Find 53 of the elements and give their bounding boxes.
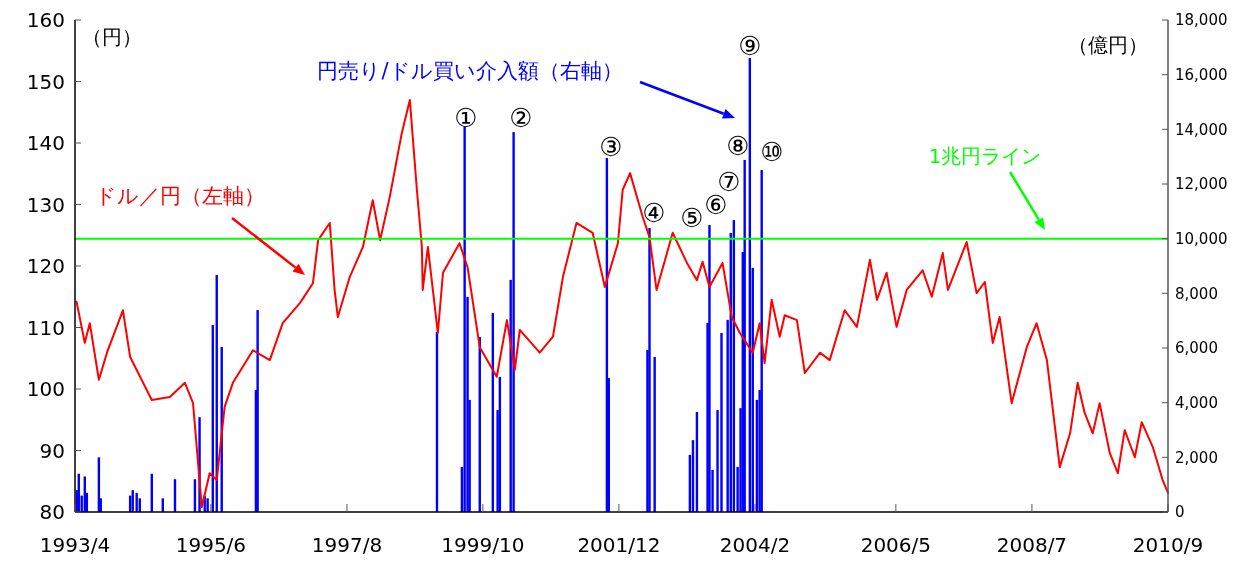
y2-tick-label: 6,000 [1175, 339, 1218, 358]
y2-tick-label: 2,000 [1175, 448, 1218, 467]
bar [135, 492, 138, 512]
x-tick-label: 2006/5 [860, 533, 932, 557]
y-tick-label: 150 [26, 69, 65, 94]
bar [743, 159, 746, 512]
annotation: ④ [642, 198, 666, 228]
y2-axis-title: （億円） [1068, 33, 1148, 57]
y-axis-title: （円） [82, 25, 142, 49]
x-tick-label: 2010/9 [1132, 533, 1204, 557]
y-tick-label: 140 [26, 131, 65, 155]
x-tick-label: 1999/10 [441, 533, 525, 557]
annotation: ⑥ [704, 190, 728, 220]
y-tick-label: 90 [39, 438, 65, 463]
annotation: ① [454, 103, 478, 133]
x-tick-label: 2004/2 [719, 533, 791, 557]
x-tick-label: 1995/6 [175, 533, 247, 557]
x-tick-label: 2008/7 [996, 533, 1068, 557]
y2-tick-label: 16,000 [1175, 65, 1228, 84]
annotation: ⑤ [680, 203, 704, 233]
bar [720, 332, 723, 512]
annotation: ② [509, 103, 533, 133]
y-tick-label: 130 [26, 192, 65, 217]
y2-tick-label: 0 [1175, 503, 1185, 522]
text: 円売り/ドル買い介入額（右軸） [317, 59, 623, 83]
bar [512, 132, 515, 512]
y-tick-label: 120 [26, 254, 65, 278]
y-tick-label: 110 [26, 315, 65, 340]
text: ドル／円（左軸） [95, 184, 265, 208]
bar [256, 310, 259, 512]
bar [463, 126, 466, 512]
annotation: ⑧ [726, 131, 750, 161]
annotation: ⑩ [760, 137, 784, 167]
annotation: ⑨ [738, 31, 762, 61]
y2-tick-label: 8,000 [1175, 284, 1218, 303]
y-tick-label: 80 [39, 500, 65, 524]
line-series [75, 98, 1169, 509]
annotation: ③ [599, 132, 623, 162]
y2-tick-label: 10,000 [1175, 229, 1228, 248]
y2-tick-label: 14,000 [1175, 120, 1228, 139]
bar [708, 225, 711, 512]
bar [760, 170, 763, 512]
y-tick-label: 160 [26, 8, 65, 32]
y2-tick-label: 4,000 [1175, 393, 1218, 412]
x-tick-label: 1993/4 [39, 533, 111, 557]
ref-line-label: 1兆円ライン [928, 144, 1042, 168]
y2-tick-label: 12,000 [1175, 175, 1228, 194]
x-tick-label: 1997/8 [311, 533, 383, 557]
y2-tick-label: 18,000 [1175, 11, 1228, 30]
y-tick-label: 100 [26, 377, 65, 401]
bar [653, 357, 656, 512]
bar [648, 228, 651, 512]
x-tick-label: 2001/12 [577, 533, 661, 557]
